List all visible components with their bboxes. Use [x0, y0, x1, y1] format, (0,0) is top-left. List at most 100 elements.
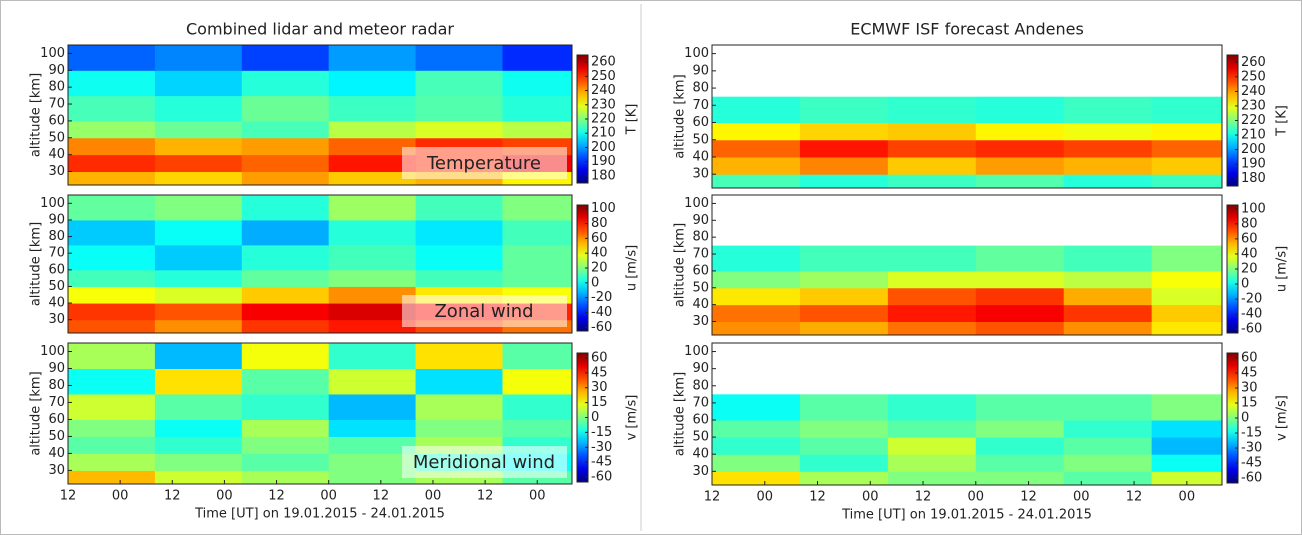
heat-cell: [712, 454, 801, 472]
colorbar-tick-label: 240: [1241, 84, 1266, 99]
heat-cell: [154, 303, 243, 321]
heat-cell: [712, 471, 801, 486]
colorbar-tick-label: 0: [1241, 411, 1249, 426]
y-tick-label: 80: [48, 229, 65, 244]
colorbar-tick-label: 200: [1241, 142, 1266, 157]
heat-cell: [712, 139, 801, 158]
heat-cell: [241, 45, 330, 71]
colorbar-tick-label: 15: [1241, 396, 1258, 411]
colorbar-tick-label: 260: [1241, 55, 1266, 70]
y-tick-label: 100: [40, 46, 65, 61]
heat-cell: [502, 368, 573, 395]
heat-cell: [241, 419, 330, 437]
y-tick-label: 90: [48, 361, 65, 376]
colorbar-tick-label: -60: [591, 470, 612, 485]
heat-cell: [975, 122, 1065, 141]
heat-cell: [328, 195, 417, 221]
colorbar-tick-label: -45: [591, 455, 612, 470]
heat-cell: [502, 195, 573, 221]
colorbar-tick-label: -15: [1241, 426, 1262, 441]
colorbar-tick-label: 20: [591, 261, 608, 276]
heat-cell: [328, 319, 417, 334]
heat-cell: [328, 470, 417, 485]
heat-cell: [68, 470, 156, 485]
y-tick-label: 30: [692, 464, 709, 479]
y-tick-label: 40: [48, 296, 65, 311]
colorbar-tick-label: -30: [591, 440, 612, 455]
plot-frame: [711, 194, 1223, 336]
heat-cell: [799, 139, 889, 158]
colorbar-tick-label: 60: [591, 231, 608, 246]
x-tick-label: 12: [915, 490, 932, 505]
heat-cell: [887, 174, 977, 189]
heat-cell: [154, 171, 243, 186]
x-tick-label: 00: [320, 489, 337, 504]
heat-cell: [328, 368, 417, 395]
colorbar-tick-label: -40: [591, 305, 612, 320]
heat-cell: [975, 156, 1065, 175]
heat-cell: [154, 286, 243, 304]
colorbar-tick-label: 220: [1241, 113, 1266, 128]
heat-cell: [502, 419, 573, 437]
heat-cell: [1151, 174, 1223, 189]
colorbar-label: T [K]: [1275, 105, 1290, 137]
y-tick-label: 30: [48, 164, 65, 179]
y-tick-label: 70: [48, 246, 65, 261]
y-tick-label: 60: [692, 412, 709, 427]
heat-cell: [154, 120, 243, 139]
heat-cell: [328, 303, 417, 321]
heat-cell: [799, 174, 889, 189]
heat-cell: [887, 245, 977, 272]
y-axis-label: altitude [km]: [29, 222, 44, 306]
x-tick-label: 12: [60, 489, 77, 504]
heat-cell: [328, 453, 417, 471]
heat-cell: [1063, 304, 1153, 323]
heat-cell: [975, 304, 1065, 323]
colorbar-tick-label: 180: [591, 168, 616, 183]
heat-cell: [1151, 419, 1223, 438]
heat-cell: [241, 343, 330, 369]
colorbar-tick-label: 190: [591, 154, 616, 169]
heat-cell: [1151, 304, 1223, 323]
chart-title: ECMWF ISF forecast Andenes: [850, 20, 1084, 39]
heat-cell: [975, 437, 1065, 455]
heat-cell: [799, 122, 889, 141]
x-tick-label: 00: [968, 490, 985, 505]
y-tick-label: 100: [40, 196, 65, 211]
heat-cell: [68, 195, 156, 221]
colorbar-tick-label: -30: [1241, 441, 1262, 456]
heat-cell: [241, 453, 330, 471]
y-tick-label: 30: [692, 167, 709, 182]
heat-cell: [502, 269, 573, 287]
heat-cell: [68, 319, 156, 334]
heat-cell: [68, 343, 156, 369]
heat-cell: [241, 286, 330, 304]
x-tick-label: 12: [268, 489, 285, 504]
colorbar-tick-label: 0: [591, 275, 599, 290]
heat-cell: [241, 319, 330, 334]
heat-cell: [415, 45, 503, 71]
heat-cell: [154, 436, 243, 454]
heat-cell: [1063, 419, 1153, 438]
colorbar-tick-label: 100: [1241, 201, 1266, 216]
heat-cell: [415, 95, 503, 122]
heat-cell: [328, 154, 417, 173]
heat-cell: [712, 287, 801, 306]
heat-cell: [1151, 454, 1223, 472]
heat-cell: [502, 343, 573, 369]
heat-cell: [887, 96, 977, 124]
plot-frame: [67, 44, 573, 186]
heat-cell: [887, 454, 977, 472]
heat-cell: [799, 471, 889, 486]
colorbar-tick-label: 80: [591, 216, 608, 231]
heat-cell: [154, 470, 243, 485]
heat-cell: [328, 45, 417, 71]
heat-cell: [154, 319, 243, 334]
heat-cell: [328, 120, 417, 139]
y-tick-label: 40: [48, 147, 65, 162]
y-tick-label: 80: [692, 81, 709, 96]
heat-cell: [154, 45, 243, 71]
heat-cell: [154, 419, 243, 437]
plot-frame: [711, 44, 1223, 189]
y-axis-label: altitude [km]: [673, 74, 688, 158]
